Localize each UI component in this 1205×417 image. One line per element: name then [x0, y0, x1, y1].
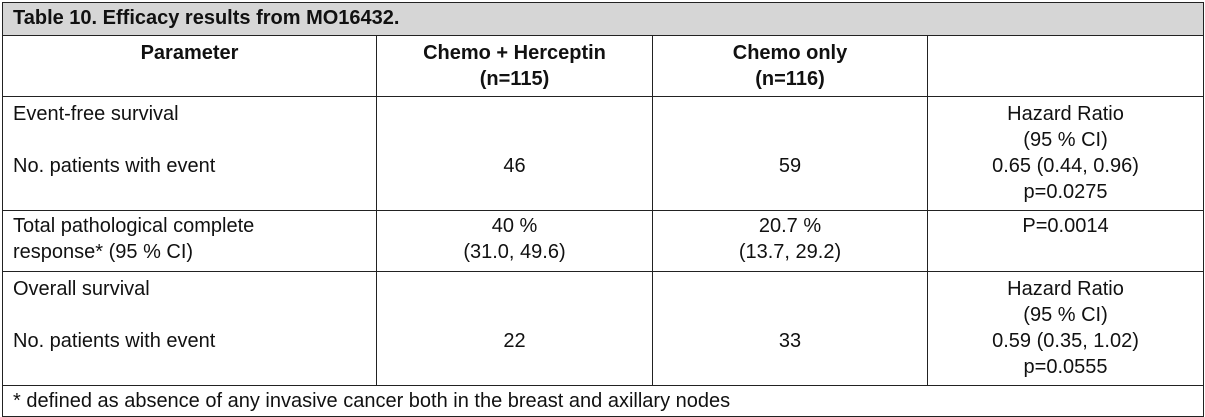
- row-chemo-herceptin-value: 22: [376, 271, 653, 386]
- row-chemo-herceptin-value: 46: [376, 96, 653, 211]
- row-chemo-only-value: 33: [652, 271, 928, 386]
- table-row-overall-survival: Overall survival No. patients with event…: [2, 271, 1205, 386]
- header-parameter: Parameter: [2, 35, 377, 97]
- row-statistic: Hazard Ratio (95 % CI) 0.59 (0.35, 1.02)…: [926, 271, 1205, 386]
- row-parameter: Overall survival No. patients with event: [2, 271, 377, 386]
- table-row-pathological-response: Total pathological complete response* (9…: [2, 210, 1205, 272]
- table-header-row: Parameter Chemo + Herceptin (n=115) Chem…: [2, 35, 1205, 97]
- table-row-event-free-survival: Event-free survival No. patients with ev…: [2, 96, 1205, 211]
- header-chemo-only: Chemo only (n=116): [652, 35, 928, 97]
- row-statistic: P=0.0014: [926, 210, 1205, 272]
- row-chemo-only-value: 59: [652, 96, 928, 211]
- row-parameter: Event-free survival No. patients with ev…: [2, 96, 377, 211]
- row-chemo-herceptin-value: 40 % (31.0, 49.6): [376, 210, 653, 272]
- header-chemo-herceptin: Chemo + Herceptin (n=115): [376, 35, 653, 97]
- row-parameter: Total pathological complete response* (9…: [2, 210, 377, 272]
- table-caption: Table 10. Efficacy results from MO16432.: [1, 2, 1205, 36]
- row-statistic: Hazard Ratio (95 % CI) 0.65 (0.44, 0.96)…: [926, 96, 1205, 211]
- header-statistics: [926, 35, 1205, 97]
- row-chemo-only-value: 20.7 % (13.7, 29.2): [652, 210, 928, 272]
